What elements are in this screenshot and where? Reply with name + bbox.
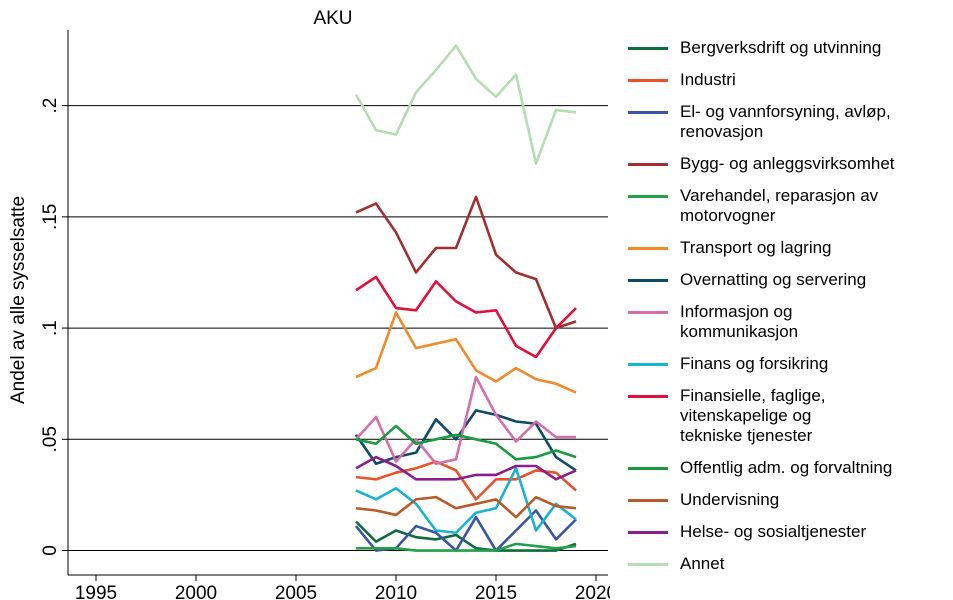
legend-item: Varehandel, reparasjon av motorvogner bbox=[628, 186, 948, 226]
x-tick-label: 2015 bbox=[475, 583, 517, 600]
legend-label: Offentlig adm. og forvaltning bbox=[680, 458, 893, 477]
x-tick-label: 2020 bbox=[575, 583, 610, 600]
legend-item: Finansielle, faglige, vitenskapelige og … bbox=[628, 386, 948, 446]
x-tick-label: 2005 bbox=[275, 583, 317, 600]
legend-item: Helse- og sosialtjenester bbox=[628, 522, 948, 542]
legend-label: Helse- og sosialtjenester bbox=[680, 522, 867, 541]
series-line bbox=[355, 311, 577, 394]
legend-label: Bergverksdrift og utvinning bbox=[680, 38, 882, 57]
legend-label: Overnatting og servering bbox=[680, 270, 867, 289]
series-line bbox=[355, 455, 577, 481]
legend-item: Transport og lagring bbox=[628, 238, 948, 258]
legend-swatch bbox=[628, 79, 668, 82]
x-tick-label: 2000 bbox=[175, 583, 217, 600]
legend-swatch bbox=[628, 311, 668, 314]
legend-item: Annet bbox=[628, 554, 948, 574]
legend-swatch bbox=[628, 111, 668, 114]
legend-swatch bbox=[628, 531, 668, 534]
legend-item: Overnatting og servering bbox=[628, 270, 948, 290]
y-tick-label: 0 bbox=[40, 545, 61, 556]
legend-swatch bbox=[628, 499, 668, 502]
legend-swatch bbox=[628, 279, 668, 282]
series-line bbox=[355, 275, 577, 359]
legend-label: Informasjon og kommunikasjon bbox=[680, 302, 799, 341]
y-axis-title: Andel av alle sysselsatte bbox=[8, 196, 29, 404]
legend: Bergverksdrift og utvinning Industri El- o… bbox=[628, 38, 948, 586]
legend-item: Bergverksdrift og utvinning bbox=[628, 38, 948, 58]
x-tick-label: 1995 bbox=[75, 583, 117, 600]
legend-swatch bbox=[628, 195, 668, 198]
series-line bbox=[355, 466, 577, 535]
series-line bbox=[354, 509, 577, 552]
series-line bbox=[355, 460, 577, 501]
series-line bbox=[355, 195, 577, 330]
series-line bbox=[354, 44, 577, 165]
series-line bbox=[355, 375, 576, 466]
legend-item: Finans og forsikring bbox=[628, 354, 948, 374]
series-line bbox=[354, 409, 577, 472]
legend-swatch bbox=[628, 563, 668, 566]
legend-label: Transport og lagring bbox=[680, 238, 832, 257]
legend-label: Industri bbox=[680, 70, 736, 89]
y-tick-label: .2 bbox=[40, 98, 61, 114]
legend-item: Undervisning bbox=[628, 490, 948, 510]
y-tick-label: .1 bbox=[40, 320, 61, 336]
legend-item: El- og vannforsyning, avløp, renovasjon bbox=[628, 102, 948, 142]
legend-swatch bbox=[628, 163, 668, 166]
series-line bbox=[355, 495, 577, 519]
legend-label: Finansielle, faglige, vitenskapelige og … bbox=[680, 386, 826, 445]
legend-label: Annet bbox=[680, 554, 725, 573]
legend-label: Finans og forsikring bbox=[680, 354, 829, 373]
series-line bbox=[355, 520, 577, 552]
chart: AKU Andel av alle sysselsatte 0 .05 .1 .15.… bbox=[8, 8, 617, 600]
legend-label: El- og vannforsyning, avløp, renovasjon bbox=[680, 102, 891, 141]
legend-swatch bbox=[628, 467, 668, 470]
legend-label: Varehandel, reparasjon av motorvogner bbox=[680, 186, 879, 225]
legend-item: Offentlig adm. og forvaltning bbox=[628, 458, 948, 478]
chart-title: AKU bbox=[313, 8, 352, 29]
legend-label: Undervisning bbox=[680, 490, 780, 509]
legend-swatch bbox=[628, 47, 668, 50]
y-tick-label: .15 bbox=[40, 204, 61, 230]
series-line bbox=[355, 424, 577, 461]
series-line bbox=[356, 542, 577, 552]
y-tick-label: .05 bbox=[40, 426, 61, 452]
x-tick-label: 2010 bbox=[375, 583, 417, 600]
legend-item: Industri bbox=[628, 70, 948, 90]
legend-swatch bbox=[628, 247, 668, 250]
legend-label: Bygg- og anleggsvirksomhet bbox=[680, 154, 895, 173]
legend-swatch bbox=[628, 395, 668, 398]
legend-swatch bbox=[628, 363, 668, 366]
legend-item: Informasjon og kommunikasjon bbox=[628, 302, 948, 342]
legend-item: Bygg- og anleggsvirksomhet bbox=[628, 154, 948, 174]
